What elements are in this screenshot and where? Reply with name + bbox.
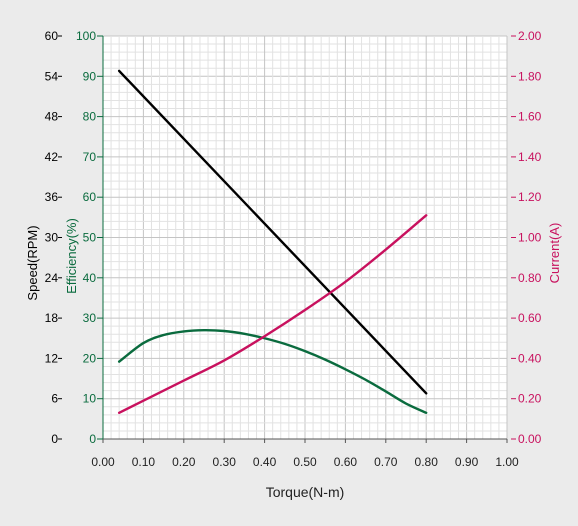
axes: 0.00 0.10 0.20 0.30 0.40 0.50 0.60 0.70 0.80 0.90…: [45, 29, 542, 469]
current-tick-label: 0.00: [518, 432, 542, 446]
current-tick-label: 0.80: [518, 271, 542, 285]
current-tick-label: 1.80: [518, 69, 542, 83]
x-tick-label: 0.90: [455, 455, 479, 469]
speed-series-line: [117, 69, 428, 395]
x-tick-label: 0.40: [253, 455, 277, 469]
current-series-line: [117, 214, 428, 415]
current-tick-label: 0.40: [518, 351, 542, 365]
current-tick-label: 0.20: [518, 392, 542, 406]
speed-tick-label: 54: [45, 69, 59, 83]
efficiency-tick-label: 100: [76, 29, 96, 43]
efficiency-tick-label: 80: [83, 110, 97, 124]
speed-tick-label: 36: [45, 190, 59, 204]
speed-tick-label: 60: [45, 29, 59, 43]
x-tick-label: 0.10: [132, 455, 156, 469]
grid: [102, 35, 508, 440]
efficiency-tick-label: 20: [83, 351, 97, 365]
speed-tick-label: 42: [45, 150, 59, 164]
speed-tick-label: 0: [51, 432, 58, 446]
efficiency-tick-label: 70: [83, 150, 97, 164]
speed-axis-title: Speed(RPM): [25, 225, 40, 300]
current-tick-label: 1.00: [518, 231, 542, 245]
efficiency-series-line: [117, 328, 428, 415]
speed-tick-label: 48: [45, 110, 59, 124]
efficiency-tick-label: 40: [83, 271, 97, 285]
x-tick-label: 0.00: [91, 455, 115, 469]
x-tick-label: 1.00: [495, 455, 519, 469]
efficiency-tick-label: 60: [83, 190, 97, 204]
current-tick-label: 1.60: [518, 110, 542, 124]
speed-tick-label: 30: [45, 231, 59, 245]
speed-tick-label: 18: [45, 311, 59, 325]
x-tick-label: 0.50: [293, 455, 317, 469]
x-axis-title: Torque(N-m): [266, 484, 345, 500]
current-tick-label: 2.00: [518, 29, 542, 43]
speed-tick-label: 12: [45, 351, 59, 365]
x-tick-label: 0.60: [334, 455, 358, 469]
current-tick-label: 1.40: [518, 150, 542, 164]
current-axis-title: Current(A): [547, 223, 562, 284]
x-tick-label: 0.80: [415, 455, 439, 469]
speed-tick-label: 24: [45, 271, 59, 285]
efficiency-tick-label: 10: [83, 392, 97, 406]
x-tick-label: 0.20: [172, 455, 196, 469]
speed-tick-label: 6: [51, 392, 58, 406]
x-tick-label: 0.30: [213, 455, 237, 469]
x-tick-label: 0.70: [374, 455, 398, 469]
efficiency-tick-label: 50: [83, 231, 97, 245]
series-lines: [117, 69, 428, 415]
current-tick-label: 0.60: [518, 311, 542, 325]
efficiency-tick-label: 90: [83, 69, 97, 83]
efficiency-axis-title: Efficiency(%): [64, 218, 79, 294]
current-tick-label: 1.20: [518, 190, 542, 204]
efficiency-tick-label: 0: [89, 432, 96, 446]
efficiency-tick-label: 30: [83, 311, 97, 325]
